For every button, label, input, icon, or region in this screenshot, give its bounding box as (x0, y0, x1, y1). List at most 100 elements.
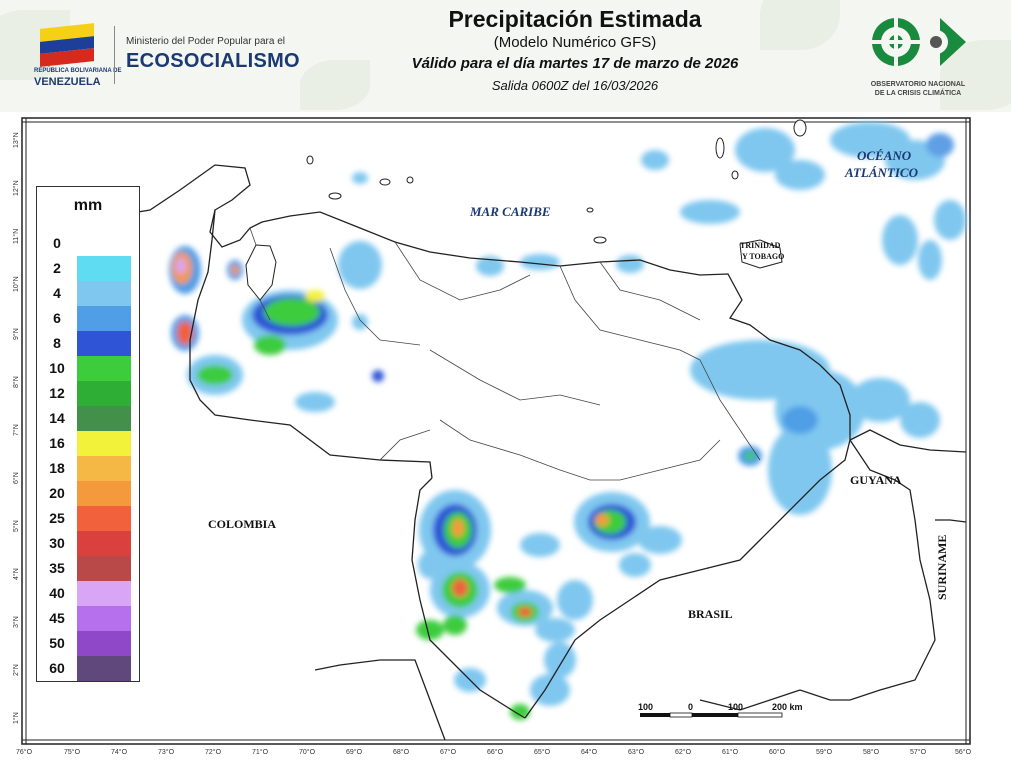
lon-tick: 73°O (158, 748, 175, 756)
legend-label: 25 (49, 510, 65, 526)
lon-tick: 64°O (581, 748, 598, 756)
lon-tick: 62°O (675, 748, 692, 756)
legend-swatch (77, 406, 131, 431)
decorative-leaf (300, 60, 370, 110)
geo-labels: MAR CARIBE OCÉANO ATLÁNTICO TRINIDAD Y T… (208, 148, 949, 621)
lon-tick: 69°O (346, 748, 363, 756)
lon-tick: 63°O (628, 748, 645, 756)
legend-swatch (77, 531, 131, 556)
precipitation-legend: mm 0 2 4 6 8 10 12 14 16 18 20 25 30 35 40 45 50 60 (36, 186, 140, 682)
legend-swatch (77, 481, 131, 506)
scale-bar: 100 0 100 200 km (638, 702, 803, 718)
legend-row: 10 (37, 356, 139, 381)
label-oceano: OCÉANO (857, 148, 912, 163)
gov-country-text: VENEZUELA (34, 76, 101, 88)
lon-tick: 76°O (16, 748, 33, 756)
label-trinidad: TRINIDAD (740, 241, 781, 250)
legend-row: 60 (37, 656, 139, 681)
lon-axis: 76°O 75°O 74°O 73°O 72°O 71°O 70°O 69°O … (16, 748, 972, 756)
legend-label: 4 (53, 285, 61, 301)
legend-swatch (77, 556, 131, 581)
country-borders (119, 164, 967, 741)
rain-caribbean (352, 122, 966, 280)
lon-tick: 56°O (955, 748, 972, 756)
legend-row: 8 (37, 331, 139, 356)
lon-tick: 70°O (299, 748, 316, 756)
lat-tick: 9°N (12, 328, 20, 340)
lon-tick: 67°O (440, 748, 457, 756)
lat-tick: 4°N (12, 568, 20, 580)
legend-row: 30 (37, 531, 139, 556)
lon-tick: 66°O (487, 748, 504, 756)
scale-200-km: 200 km (772, 702, 803, 712)
lon-tick: 72°O (205, 748, 222, 756)
legend-swatch (77, 381, 131, 406)
lon-tick: 75°O (64, 748, 81, 756)
legend-label: 40 (49, 585, 65, 601)
valid-date: Válido para el día martes 17 de marzo de… (411, 55, 739, 72)
legend-swatch (77, 506, 131, 531)
legend-row: 45 (37, 606, 139, 631)
legend-row: 16 (37, 431, 139, 456)
islands (306, 119, 807, 269)
ministry-logo: REPÚBLICA BOLIVARIANA DE VENEZUELA Minis… (30, 22, 320, 92)
page-title: Precipitación Estimada (448, 6, 702, 32)
lat-tick: 8°N (12, 376, 20, 388)
label-mar-caribe: MAR CARIBE (469, 204, 551, 219)
scale-100-right: 100 (728, 702, 743, 712)
legend-row: 25 (37, 506, 139, 531)
legend-row: 6 (37, 306, 139, 331)
observatory-logo: OBSERVATORIO NACIONAL DE LA CRISIS CLIMÁ… (848, 6, 988, 106)
lat-tick: 3°N (12, 616, 20, 628)
lat-tick: 1°N (12, 712, 20, 724)
rain-south (416, 490, 682, 720)
label-tobago: Y TOBAGO (742, 252, 784, 261)
legend-row: 0 (37, 231, 139, 256)
legend-row: 12 (37, 381, 139, 406)
legend-label: 6 (53, 310, 61, 326)
legend-swatch (77, 306, 131, 331)
lat-tick: 11°N (12, 229, 20, 244)
graticule-ticks (22, 118, 970, 744)
lat-tick: 6°N (12, 472, 20, 484)
legend-swatch (77, 356, 131, 381)
label-atlantico: ATLÁNTICO (844, 165, 919, 180)
precipitation-map: MAR CARIBE OCÉANO ATLÁNTICO TRINIDAD Y T… (0, 112, 1011, 768)
label-suriname: SURINAME (935, 535, 949, 600)
scale-100-left: 100 (638, 702, 653, 712)
observatory-line2: DE LA CRISIS CLIMÁTICA (874, 90, 962, 97)
observatory-name: OBSERVATORIO NACIONAL DE LA CRISIS CLIMÁ… (848, 80, 988, 98)
lon-tick: 58°O (863, 748, 880, 756)
gov-small-text: REPÚBLICA BOLIVARIANA DE (34, 68, 122, 74)
rain-delta (690, 340, 940, 515)
legend-swatch (77, 656, 131, 681)
lat-tick: 5°N (12, 520, 20, 532)
label-guyana: GUYANA (850, 473, 902, 487)
legend-row: 20 (37, 481, 139, 506)
lat-tick: 2°N (12, 664, 20, 676)
legend-label: 18 (49, 460, 65, 476)
lon-tick: 65°O (534, 748, 551, 756)
lat-tick: 10°N (12, 276, 20, 292)
logo-divider (114, 26, 115, 84)
legend-row: 18 (37, 456, 139, 481)
legend-row: 2 (37, 256, 139, 281)
legend-label: 50 (49, 635, 65, 651)
legend-unit: mm (73, 197, 103, 214)
legend-swatch (77, 456, 131, 481)
legend-swatch (77, 431, 131, 456)
venezuela-flag-icon (40, 23, 94, 67)
scale-0: 0 (688, 702, 693, 712)
label-brasil: BRASIL (688, 607, 733, 621)
ministry-line: Ministerio del Poder Popular para el (126, 36, 285, 47)
legend-label: 35 (49, 560, 65, 576)
legend-swatch (77, 606, 131, 631)
model-run: Salida 0600Z del 16/03/2026 (491, 78, 659, 93)
legend-label: 30 (49, 535, 65, 551)
lon-tick: 60°O (769, 748, 786, 756)
legend-row: 50 (37, 631, 139, 656)
lon-tick: 59°O (816, 748, 833, 756)
legend-swatch (77, 231, 131, 256)
legend-label: 14 (49, 410, 65, 426)
ministry-name: ECOSOCIALISMO (126, 50, 300, 72)
